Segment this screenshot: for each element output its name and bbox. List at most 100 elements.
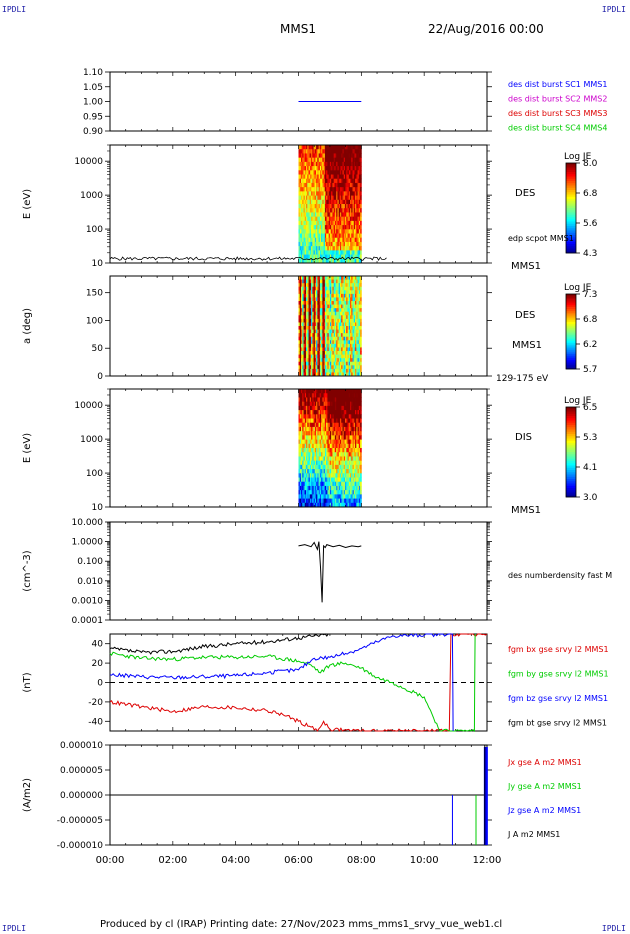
spectrogram-cell [314, 301, 317, 305]
spectrogram-cell [357, 494, 360, 499]
spectrogram-cell [353, 174, 356, 180]
colorbar-step [566, 461, 576, 464]
spectrogram-cell [313, 191, 316, 196]
spectrogram-cell [355, 187, 357, 192]
spectrogram-cell [327, 405, 330, 411]
spectrogram-cell [358, 460, 361, 466]
spectrogram-cell [324, 318, 327, 323]
spectrogram-cell [333, 149, 336, 154]
spectrogram-cell [302, 326, 304, 330]
spectrogram-cell [346, 494, 348, 499]
spectrogram-cell [360, 195, 362, 201]
spectrogram-cell [301, 464, 303, 470]
spectrogram-cell [298, 329, 301, 334]
spectrogram-cell [299, 498, 302, 504]
spectrogram-cell [332, 297, 335, 302]
spectrogram-cell [358, 225, 361, 230]
spectrogram-cell [323, 145, 326, 150]
spectrogram-cell [324, 351, 327, 355]
spectrogram-cell [355, 372, 357, 377]
spectrogram-cell [346, 389, 348, 394]
spectrogram-cell [348, 401, 351, 407]
spectrogram-cell [342, 351, 345, 355]
spectrogram-cell [347, 258, 350, 264]
spectrogram-cell [352, 426, 355, 432]
spectrogram-cell [341, 161, 343, 167]
spectrogram-cell [343, 241, 346, 247]
spectrogram-cell [331, 149, 333, 154]
spectrogram-cell [301, 290, 303, 295]
spectrogram-cell [355, 343, 357, 348]
spectrogram-cell [313, 485, 316, 491]
spectrogram-cell [337, 389, 340, 394]
spectrogram-cell [350, 422, 352, 428]
spectrogram-cell [337, 426, 340, 432]
spectrogram-cell [302, 485, 304, 491]
spectrogram-cell [311, 456, 313, 462]
spectrogram-cell [311, 443, 313, 449]
spectrogram-cell [298, 365, 301, 370]
spectrogram-cell [326, 336, 328, 341]
spectrogram-cell [316, 464, 318, 470]
spectrogram-cell [323, 322, 326, 327]
spectrogram-cell [299, 293, 302, 298]
spectrogram-cell [313, 250, 316, 255]
spectrogram-cell [298, 422, 301, 428]
spectrogram-cell [352, 212, 355, 218]
spectrogram-cell [313, 212, 316, 218]
spectrogram-cell [341, 301, 343, 305]
spectrogram-cell [353, 372, 356, 377]
spectrogram-cell [342, 426, 345, 432]
spectrogram-cell [318, 283, 321, 288]
scpot-trace [109, 256, 387, 262]
spectrogram-cell [323, 414, 326, 419]
spectrogram-cell [350, 393, 352, 398]
spectrogram-cell [347, 182, 350, 188]
spectrogram-cell [329, 315, 332, 320]
spectrogram-cell [334, 195, 337, 201]
spectrogram-cell [303, 237, 306, 243]
spectrogram-cell [356, 368, 358, 373]
spectrogram-cell [326, 157, 328, 163]
spectrogram-cell [311, 225, 313, 230]
spectrogram-cell [327, 233, 330, 239]
spectrogram-cell [299, 397, 302, 403]
spectrogram-cell [319, 225, 322, 230]
spectrogram-cell [355, 414, 357, 419]
spectrogram-cell [313, 237, 316, 243]
spectrogram-cell [332, 498, 335, 504]
spectrogram-cell [341, 336, 343, 341]
spectrogram-cell [339, 286, 342, 291]
spectrogram-cell [343, 435, 346, 440]
spectrogram-cell [309, 354, 312, 359]
spectrogram-cell [318, 250, 321, 255]
spectrogram-cell [337, 414, 340, 419]
spectrogram-cell [309, 311, 312, 316]
spectrogram-cell [347, 212, 350, 218]
spectrogram-cell [339, 494, 342, 499]
spectrogram-cell [324, 225, 327, 230]
spectrogram-cell [299, 182, 302, 188]
spectrogram-cell [350, 225, 352, 230]
spectrogram-cell [357, 225, 360, 230]
spectrogram-cell [313, 157, 316, 163]
spectrogram-cell [329, 333, 332, 338]
spectrogram-cell [324, 405, 327, 411]
spectrogram-cell [347, 293, 350, 298]
spectrogram-cell [333, 326, 336, 330]
spectrogram-cell [324, 293, 327, 298]
spectrogram-cell [313, 145, 316, 150]
spectrogram-cell [314, 498, 317, 504]
spectrogram-cell [341, 237, 343, 243]
spectrogram-cell [329, 199, 332, 205]
spectrogram-cell [332, 435, 335, 440]
spectrogram-cell [326, 241, 328, 247]
spectrogram-cell [326, 329, 328, 334]
colorbar-step [566, 232, 576, 236]
spectrogram-cell [318, 443, 321, 449]
spectrogram-cell [337, 293, 340, 298]
spectrogram-cell [302, 216, 304, 222]
spectrogram-cell [336, 318, 338, 323]
spectrogram-cell [334, 414, 337, 419]
spectrogram-cell [334, 145, 337, 150]
